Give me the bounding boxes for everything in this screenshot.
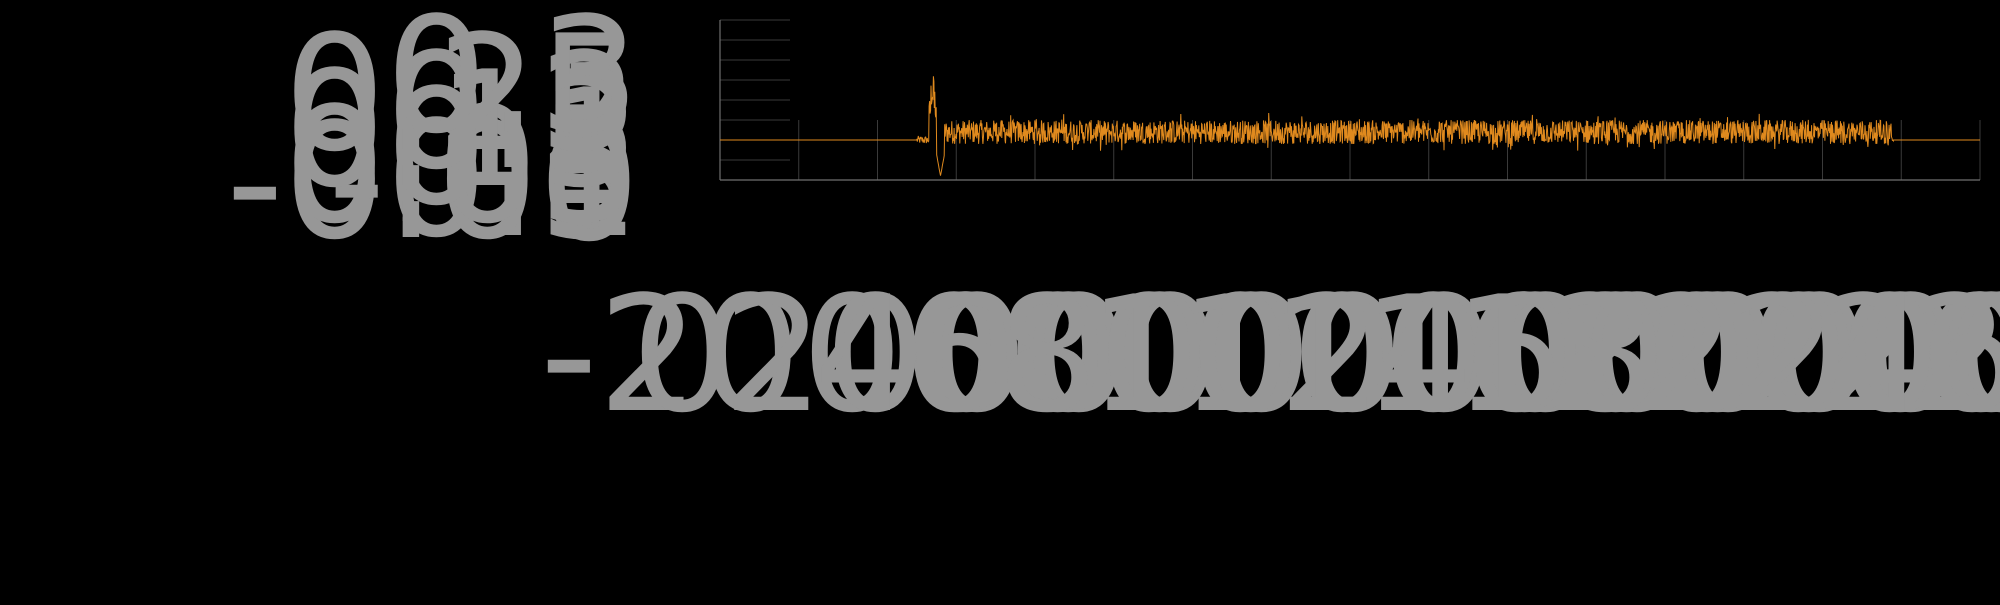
x-tick-label: 28000 <box>1909 261 2000 448</box>
grid-lines <box>720 20 1980 180</box>
x-tick-label: 0 <box>631 261 733 448</box>
x-tick-labels: -200002000400060008000100001200014000160… <box>540 261 2000 448</box>
y-tick-label: 0.3 <box>386 0 640 169</box>
